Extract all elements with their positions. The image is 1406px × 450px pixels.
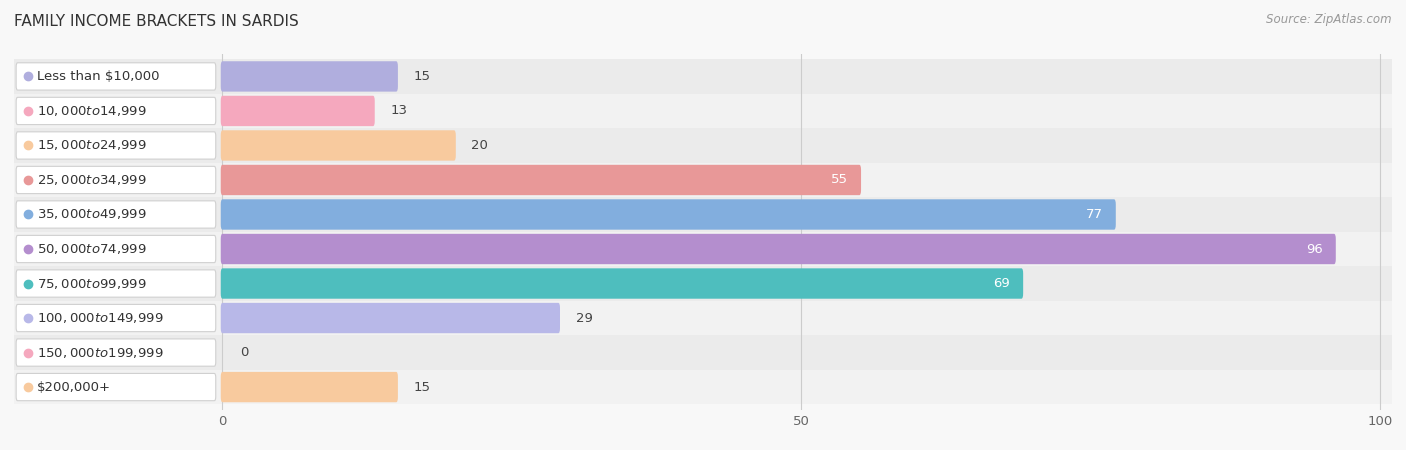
FancyBboxPatch shape: [15, 97, 215, 125]
Text: 55: 55: [831, 174, 848, 186]
FancyBboxPatch shape: [15, 304, 215, 332]
Text: 96: 96: [1306, 243, 1323, 256]
FancyBboxPatch shape: [15, 374, 215, 400]
FancyBboxPatch shape: [221, 96, 375, 126]
FancyBboxPatch shape: [15, 132, 215, 159]
FancyBboxPatch shape: [3, 335, 1392, 370]
Text: FAMILY INCOME BRACKETS IN SARDIS: FAMILY INCOME BRACKETS IN SARDIS: [14, 14, 299, 28]
FancyBboxPatch shape: [221, 303, 560, 333]
FancyBboxPatch shape: [3, 59, 1392, 94]
FancyBboxPatch shape: [3, 266, 1392, 301]
FancyBboxPatch shape: [3, 197, 1392, 232]
FancyBboxPatch shape: [3, 232, 1392, 266]
FancyBboxPatch shape: [15, 235, 215, 263]
Text: 77: 77: [1085, 208, 1102, 221]
FancyBboxPatch shape: [221, 130, 456, 161]
Text: $200,000+: $200,000+: [37, 381, 111, 394]
FancyBboxPatch shape: [3, 128, 1392, 163]
Text: $100,000 to $149,999: $100,000 to $149,999: [37, 311, 163, 325]
FancyBboxPatch shape: [3, 301, 1392, 335]
FancyBboxPatch shape: [3, 370, 1392, 404]
Text: $150,000 to $199,999: $150,000 to $199,999: [37, 346, 163, 360]
Text: $25,000 to $34,999: $25,000 to $34,999: [37, 173, 146, 187]
FancyBboxPatch shape: [221, 199, 1116, 230]
FancyBboxPatch shape: [15, 339, 215, 366]
FancyBboxPatch shape: [221, 165, 860, 195]
FancyBboxPatch shape: [3, 94, 1392, 128]
FancyBboxPatch shape: [15, 166, 215, 194]
Text: 20: 20: [471, 139, 488, 152]
Text: 29: 29: [575, 311, 592, 324]
FancyBboxPatch shape: [221, 234, 1336, 264]
Text: $50,000 to $74,999: $50,000 to $74,999: [37, 242, 146, 256]
FancyBboxPatch shape: [221, 372, 398, 402]
Text: $15,000 to $24,999: $15,000 to $24,999: [37, 139, 146, 153]
Text: $10,000 to $14,999: $10,000 to $14,999: [37, 104, 146, 118]
FancyBboxPatch shape: [221, 268, 1024, 299]
Text: 69: 69: [993, 277, 1010, 290]
FancyBboxPatch shape: [15, 63, 215, 90]
Text: Less than $10,000: Less than $10,000: [37, 70, 160, 83]
FancyBboxPatch shape: [15, 201, 215, 228]
Text: 0: 0: [240, 346, 249, 359]
FancyBboxPatch shape: [221, 61, 398, 92]
Text: Source: ZipAtlas.com: Source: ZipAtlas.com: [1267, 14, 1392, 27]
FancyBboxPatch shape: [15, 270, 215, 297]
Text: 15: 15: [413, 70, 430, 83]
Text: $75,000 to $99,999: $75,000 to $99,999: [37, 276, 146, 291]
Text: 13: 13: [391, 104, 408, 117]
Text: 15: 15: [413, 381, 430, 394]
FancyBboxPatch shape: [3, 163, 1392, 197]
Text: $35,000 to $49,999: $35,000 to $49,999: [37, 207, 146, 221]
